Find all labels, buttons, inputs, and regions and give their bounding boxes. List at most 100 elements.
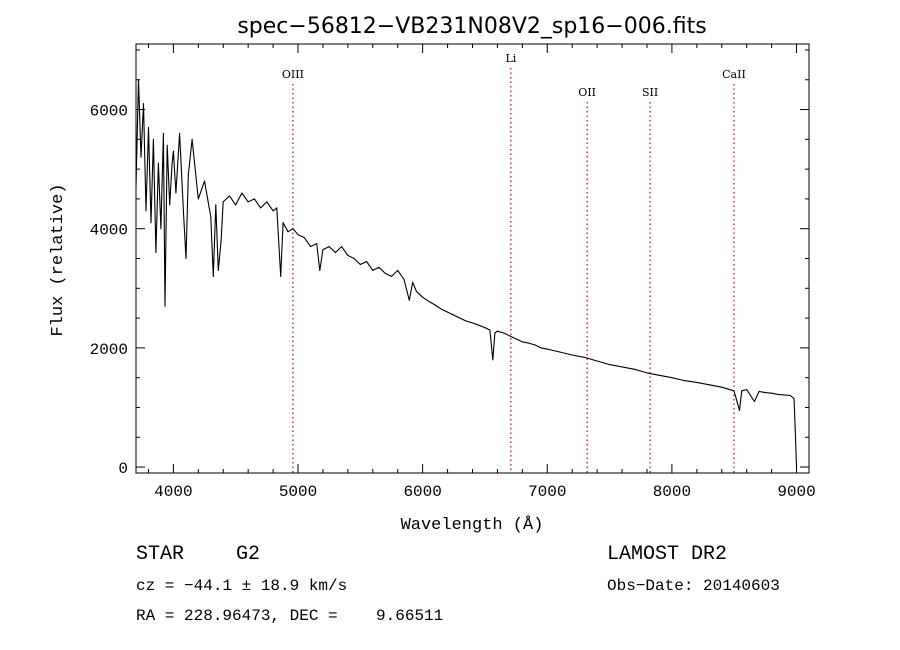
- spectrum-point: [440, 308, 442, 310]
- spectrum-point: [521, 341, 523, 343]
- spectrum-point: [187, 174, 189, 176]
- spectrum-point: [297, 234, 299, 236]
- spectrum-point: [733, 390, 735, 392]
- spectrum-point: [453, 314, 455, 316]
- spectrum-point: [247, 201, 249, 203]
- object-class: STAR: [136, 543, 184, 566]
- spectrum-point: [753, 401, 755, 402]
- spectrum-point: [528, 342, 530, 344]
- spectrum-line: [135, 79, 798, 468]
- object-subclass: G2: [236, 543, 260, 566]
- spectrum-point: [171, 162, 173, 164]
- line-marker-label-oii: OII: [578, 86, 596, 99]
- y-axis-label: Flux (relative): [49, 183, 68, 336]
- spectrum-point: [764, 392, 766, 394]
- spectrum-point: [397, 269, 399, 271]
- spectrum-point: [708, 384, 710, 386]
- spectrum-point: [777, 393, 779, 395]
- axes: 4000 5000 6000 7000 8000 9000 0 2000 4000 6000: [90, 43, 816, 501]
- spectrum-point: [222, 201, 224, 203]
- spectrum-point: [515, 338, 517, 340]
- spectrum-point: [794, 430, 796, 432]
- spectrum-point: [253, 198, 255, 200]
- spectrum-point: [204, 180, 205, 182]
- spectral-line-markers: OIII Li OII SII CaII: [282, 52, 746, 473]
- line-marker-label-sii: SII: [642, 86, 658, 99]
- spectrum-point: [571, 354, 573, 356]
- spectrum-point: [489, 329, 491, 331]
- spectrum-point: [646, 372, 648, 374]
- spectrum-point: [166, 144, 168, 146]
- spectrum-point: [197, 198, 199, 200]
- spectrum-point: [282, 222, 284, 224]
- spectrum-point: [434, 304, 436, 306]
- spectrum-point: [260, 207, 262, 209]
- spectrum-point: [175, 192, 177, 194]
- redshift-info: cz = −44.1 ± 18.9 km/s: [136, 577, 347, 595]
- spectrum-point: [546, 348, 548, 350]
- spectrum-point: [739, 409, 740, 411]
- spectrum-point: [534, 344, 536, 346]
- spectrum-point: [322, 249, 324, 251]
- spectrum-point: [215, 204, 217, 206]
- spectrum-point: [334, 252, 336, 253]
- x-tick-label: 9000: [777, 483, 815, 501]
- spectrum-point: [584, 356, 586, 358]
- spectrum-point: [280, 275, 282, 277]
- spectrum-point: [478, 324, 480, 326]
- spectrum-point: [143, 103, 144, 105]
- spectrum-point: [741, 390, 743, 392]
- spectrum-point: [447, 311, 449, 313]
- spectrum-point: [341, 246, 343, 248]
- spectrum-point: [191, 138, 193, 140]
- spectrum-point: [484, 327, 486, 329]
- spectrum-point: [408, 299, 410, 301]
- y-tick-label: 4000: [90, 222, 128, 240]
- x-tick-label: 7000: [528, 483, 566, 501]
- spectrum-point: [403, 278, 405, 280]
- spectrum-point: [472, 322, 473, 324]
- spectrum-point: [771, 392, 773, 394]
- spectrum-point: [145, 210, 147, 212]
- spectrum-point: [287, 231, 289, 233]
- survey-name: LAMOST DR2: [607, 543, 727, 566]
- spectrum-point: [422, 296, 424, 298]
- spectrum-point: [155, 252, 157, 253]
- spectrum-point: [150, 222, 152, 224]
- spectrum-point: [292, 228, 294, 230]
- spectrum-point: [796, 466, 797, 468]
- spectrum-point: [235, 204, 237, 206]
- spectrum-point: [220, 240, 222, 242]
- spectrum-point: [509, 335, 511, 337]
- spectrum-point: [746, 389, 748, 391]
- spectrum-point: [303, 237, 305, 239]
- spectrum-point: [157, 162, 159, 164]
- x-tick-label: 4000: [154, 483, 192, 501]
- x-axis-label: Wavelength (Å): [401, 516, 544, 535]
- spectrum-point: [428, 300, 430, 302]
- spectrum-point: [789, 395, 791, 396]
- spectrum-point: [138, 79, 139, 81]
- spectrum-point: [384, 272, 386, 274]
- spectrum-point: [310, 246, 311, 248]
- spectrum-point: [353, 258, 355, 259]
- line-marker-label-oiii: OIII: [282, 68, 304, 81]
- spectrum-point: [683, 380, 685, 382]
- spectrum-point: [540, 347, 542, 349]
- spectrum-point: [319, 269, 321, 271]
- spectrum-point: [366, 261, 368, 262]
- spectrum-point: [696, 381, 698, 383]
- spectrum-point: [465, 320, 467, 322]
- spectrum-point: [494, 332, 496, 334]
- spectrum-point: [359, 264, 361, 265]
- spectrum-point: [634, 368, 635, 370]
- spectrum-point: [391, 275, 392, 277]
- spectrum-point: [758, 390, 760, 392]
- coordinates: RA = 228.96473, DEC = 9.66511: [136, 607, 443, 625]
- spectrum-point: [212, 275, 214, 277]
- spectrum-point: [316, 243, 318, 245]
- spectrum-point: [276, 207, 278, 209]
- spectrum-point: [241, 192, 243, 194]
- spectrum-point: [671, 377, 673, 379]
- spectrum-point: [179, 132, 181, 134]
